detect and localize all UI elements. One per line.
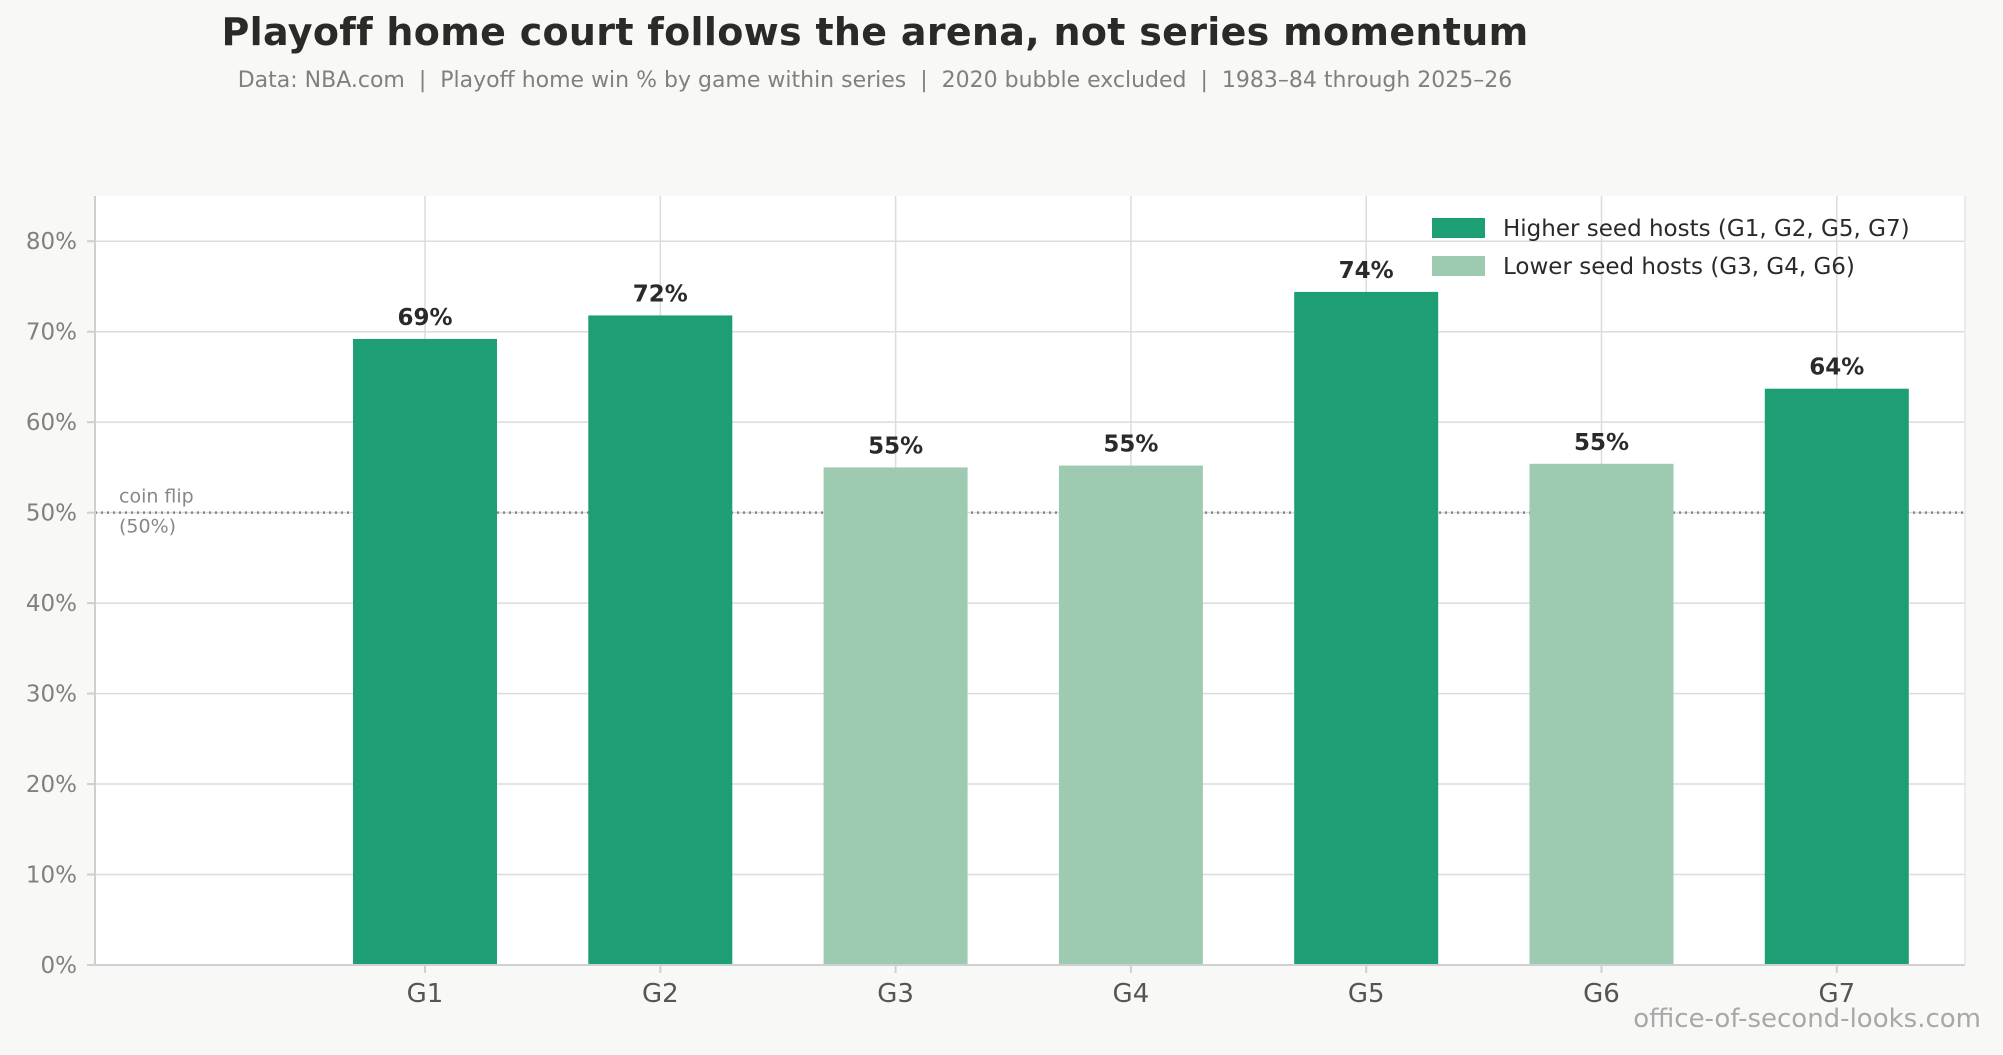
legend-label-lower-seed: Lower seed hosts (G3, G4, G6) — [1503, 254, 1855, 280]
bar-g7 — [1764, 388, 1909, 965]
coin-flip-value-label: (50%) — [119, 516, 176, 538]
y-tick-label: 40% — [26, 591, 77, 617]
data-label-g4: 55% — [1103, 432, 1158, 458]
y-tick-label: 80% — [26, 229, 77, 255]
bars: 69% 72% 55% 55% 74% 55% 64% — [353, 258, 1909, 966]
chart-title: Playoff home court follows the arena, no… — [221, 10, 1529, 54]
axes: 0% 10% 20% 30% 40% 50% 60% 70% 80% G1 G2 G3 G4 G5 G6 G7 — [26, 196, 1966, 1009]
x-tick-label: G5 — [1348, 979, 1385, 1009]
x-tick-label: G2 — [642, 979, 679, 1009]
bar-g3 — [823, 467, 968, 965]
x-tick-label: G1 — [407, 979, 444, 1009]
x-tick-label: G3 — [877, 979, 914, 1009]
x-tick-label: G7 — [1818, 979, 1855, 1009]
bar-g4 — [1058, 465, 1203, 965]
coin-flip-label: coin flip — [119, 486, 194, 508]
data-label-g2: 72% — [633, 281, 688, 307]
y-tick-label: 0% — [41, 953, 78, 979]
bar-g2 — [588, 315, 733, 966]
legend-label-higher-seed: Higher seed hosts (G1, G2, G5, G7) — [1503, 216, 1910, 242]
legend-swatch-lower-seed — [1432, 256, 1485, 276]
y-tick-label: 10% — [26, 863, 77, 889]
reference-line: coin flip (50%) — [95, 486, 1965, 538]
x-tick-label: G6 — [1583, 979, 1620, 1009]
y-tick-label: 50% — [26, 501, 77, 527]
data-label-g1: 69% — [397, 305, 452, 331]
watermark: office-of-second-looks.com — [1633, 1004, 1981, 1034]
x-tick-label: G4 — [1113, 979, 1150, 1009]
bar-g1 — [353, 338, 497, 965]
chart-subtitle: Data: NBA.com | Playoff home win % by ga… — [237, 68, 1513, 93]
data-label-g6: 55% — [1574, 430, 1629, 456]
legend: Higher seed hosts (G1, G2, G5, G7) Lower … — [1432, 216, 1910, 280]
y-tick-label: 70% — [26, 320, 77, 346]
data-label-g7: 64% — [1809, 355, 1864, 381]
bar-g5 — [1294, 291, 1439, 966]
data-label-g3: 55% — [868, 433, 923, 459]
y-tick-label: 20% — [26, 772, 77, 798]
legend-swatch-higher-seed — [1432, 218, 1485, 238]
data-label-g5: 74% — [1339, 258, 1394, 284]
y-tick-label: 60% — [26, 410, 77, 436]
bar-g6 — [1529, 463, 1674, 965]
y-tick-label: 30% — [26, 682, 77, 708]
